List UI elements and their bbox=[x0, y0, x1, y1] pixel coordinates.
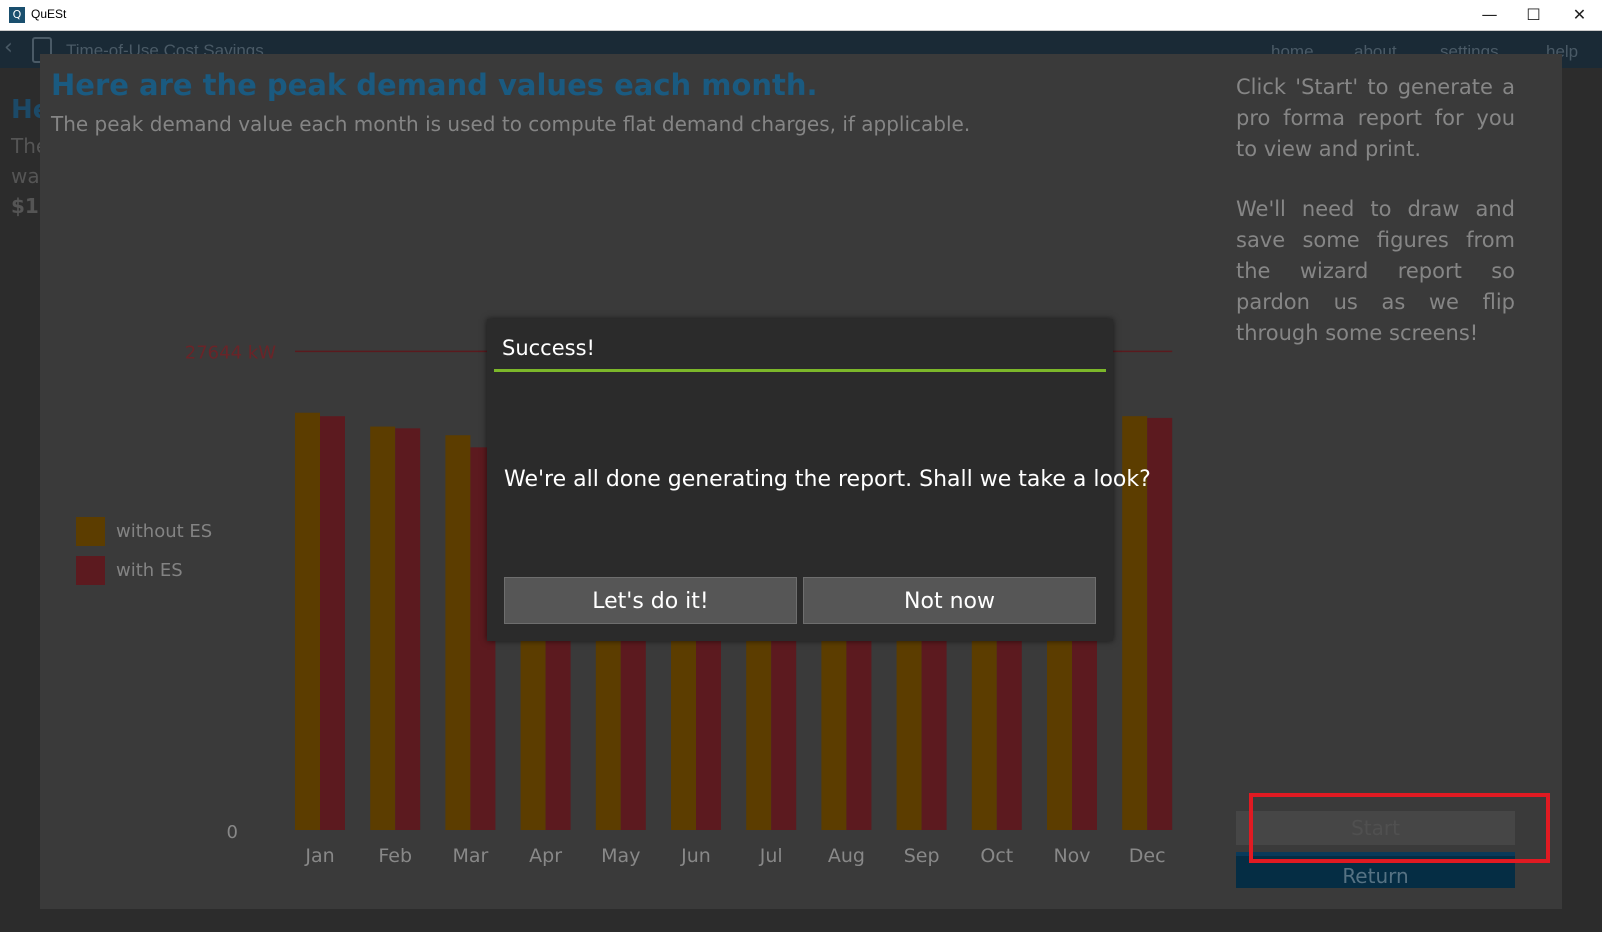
wizard-notice: We'll need to draw and save some figures… bbox=[1236, 197, 1515, 345]
bar-without-es-jan bbox=[295, 412, 320, 830]
minimize-button[interactable]: — bbox=[1481, 5, 1498, 24]
peak-demand-label: 27644 kW bbox=[185, 342, 276, 363]
back-arrow-icon[interactable]: ‹ bbox=[4, 35, 13, 60]
x-tick-label: Mar bbox=[452, 845, 488, 867]
dialog-title-underline bbox=[494, 369, 1106, 372]
x-tick-label: Oct bbox=[980, 845, 1013, 867]
window-title: QuESt bbox=[31, 7, 67, 21]
lets-do-it-button[interactable]: Let's do it! bbox=[504, 577, 797, 624]
start-button[interactable]: Start bbox=[1236, 811, 1515, 845]
bar-without-es-mar bbox=[445, 435, 471, 830]
x-tick-label: Jul bbox=[759, 845, 783, 867]
close-button[interactable]: ✕ bbox=[1572, 5, 1587, 24]
bar-with-es-feb bbox=[395, 428, 421, 830]
return-button[interactable]: Return bbox=[1236, 852, 1515, 888]
wizard-instructions: Click 'Start' to generate a pro forma re… bbox=[1236, 75, 1515, 161]
x-tick-label: Jan bbox=[304, 845, 334, 867]
wizard-title: Here are the peak demand values each mon… bbox=[51, 68, 818, 102]
x-tick-label: Jun bbox=[680, 845, 711, 867]
bar-without-es-feb bbox=[370, 426, 396, 830]
x-tick-label: May bbox=[601, 845, 640, 867]
x-tick-label: Nov bbox=[1053, 845, 1090, 867]
x-tick-label: Aug bbox=[828, 845, 865, 867]
x-tick-label: Feb bbox=[378, 845, 412, 867]
not-now-button[interactable]: Not now bbox=[803, 577, 1096, 624]
legend-label-without-es: without ES bbox=[116, 521, 213, 542]
y-tick-label: 0 bbox=[227, 822, 238, 843]
legend-label-with-es: with ES bbox=[116, 560, 183, 581]
app-icon: Q bbox=[9, 7, 25, 23]
dialog-title: Success! bbox=[502, 336, 595, 360]
x-tick-label: Sep bbox=[904, 845, 940, 867]
background-text-line: wa bbox=[11, 164, 40, 188]
start-button-highlight bbox=[1249, 793, 1550, 863]
legend-swatch-with-es bbox=[76, 556, 105, 585]
bar-with-es-jan bbox=[320, 416, 345, 830]
x-tick-label: Dec bbox=[1129, 845, 1166, 867]
bar-with-es-dec bbox=[1147, 417, 1173, 830]
legend-swatch-without-es bbox=[76, 517, 105, 546]
wizard-subtitle: The peak demand value each month is used… bbox=[51, 112, 971, 136]
maximize-button[interactable]: ☐ bbox=[1526, 5, 1541, 24]
x-tick-label: Apr bbox=[529, 845, 562, 867]
success-dialog: Success! We're all done generating the r… bbox=[487, 319, 1151, 641]
bar-without-es-dec bbox=[1122, 416, 1148, 830]
dialog-message: We're all done generating the report. Sh… bbox=[504, 467, 1151, 492]
window-titlebar: Q QuESt — ☐ ✕ bbox=[0, 0, 1602, 31]
